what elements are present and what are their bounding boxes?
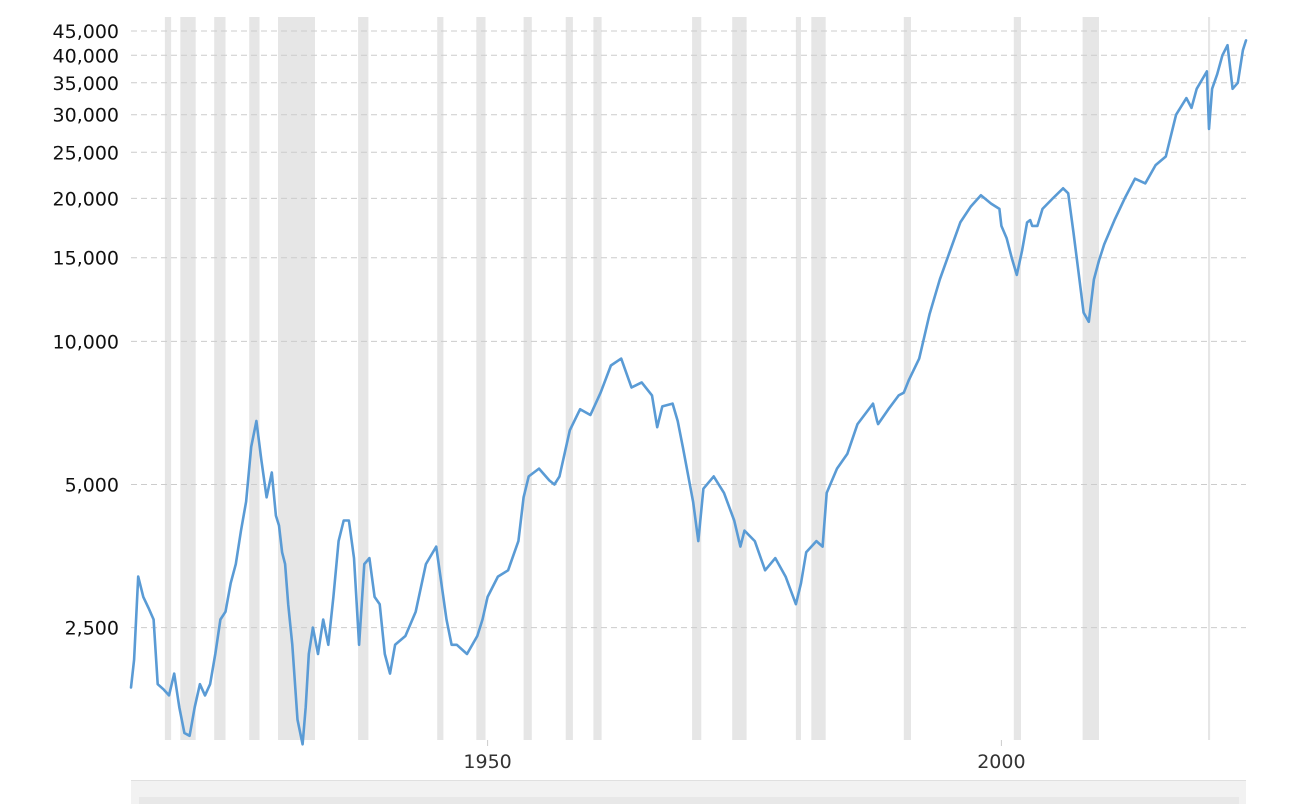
recession-band [164, 17, 172, 740]
recession-band [593, 17, 602, 740]
recession-band [523, 17, 532, 740]
horizontal-gridlines [131, 30, 1246, 629]
navigator-border [131, 780, 1246, 781]
y-tick-label: 45,000 [53, 21, 119, 43]
recession-band [180, 17, 196, 740]
y-tick-label: 10,000 [53, 331, 119, 353]
recession-band [214, 17, 226, 740]
y-tick-label: 15,000 [53, 248, 119, 270]
y-tick-label: 35,000 [53, 73, 119, 95]
recession-band [1082, 17, 1099, 740]
y-tick-label: 30,000 [53, 105, 119, 127]
x-tick-label: 1950 [463, 751, 511, 773]
y-tick-label: 2,500 [65, 618, 119, 640]
recession-band [358, 17, 369, 740]
x-tick-label: 2000 [977, 751, 1025, 773]
navigator-handle[interactable] [139, 797, 1239, 804]
recession-band [795, 17, 801, 740]
recession-bands [164, 17, 1211, 740]
recession-band [811, 17, 826, 740]
recession-band [565, 17, 573, 740]
y-axis-ticks: 2,500 5,000 10,000 15,000 20,000 25,000 30,000… [53, 21, 119, 640]
recession-band [903, 17, 911, 740]
y-tick-label: 5,000 [65, 475, 119, 497]
recession-band [278, 17, 315, 740]
series-line [129, 39, 1248, 746]
recession-band [476, 17, 486, 740]
recession-band [437, 17, 444, 740]
recession-band [692, 17, 702, 740]
y-tick-label: 20,000 [53, 188, 119, 210]
y-tick-label: 40,000 [53, 45, 119, 67]
series-layer [129, 39, 1248, 746]
y-tick-label: 25,000 [53, 142, 119, 164]
recession-band [249, 17, 260, 740]
recession-band [732, 17, 747, 740]
range-navigator[interactable] [131, 780, 1246, 804]
recession-band [1013, 17, 1021, 740]
recession-band [1208, 17, 1211, 740]
x-axis-ticks: 1950 2000 [463, 740, 1026, 773]
